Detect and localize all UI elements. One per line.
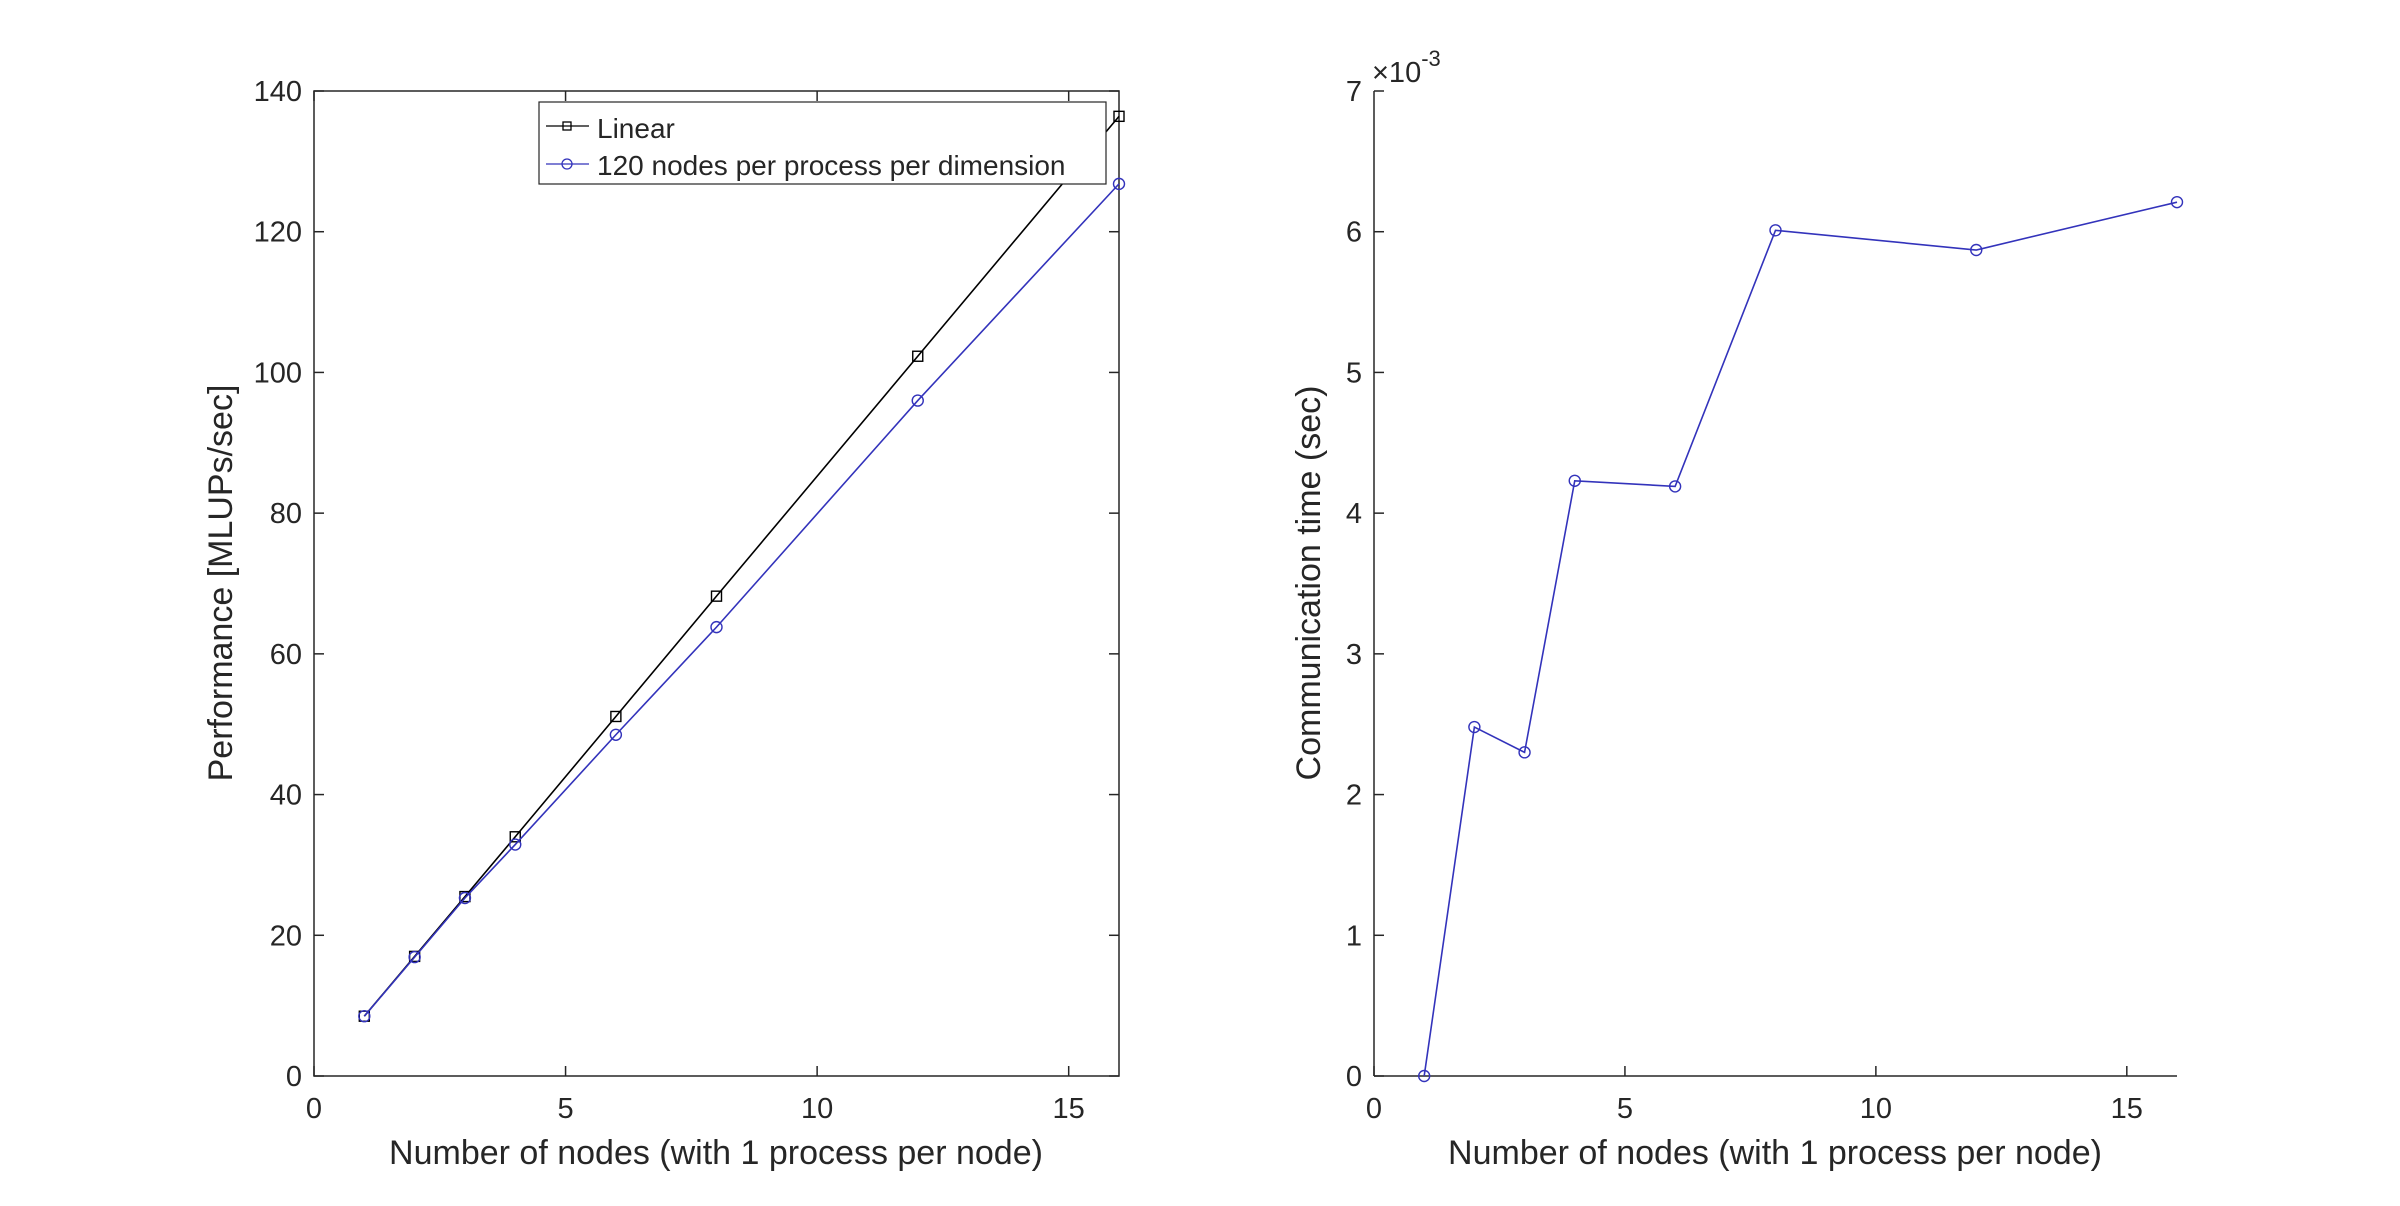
data-point-circle: [1568, 474, 1581, 487]
y-axis-label: Communication time (sec): [1290, 386, 1328, 781]
legend-label-linear: Linear: [597, 113, 675, 144]
data-point-circle: [911, 394, 924, 407]
data-point-circle: [1668, 480, 1682, 493]
tick-group: 0 5 10 15 0 1 2 3 4 5 6 7: [1346, 76, 2143, 1125]
data-point-square: [509, 831, 521, 843]
y-tick-label: 5: [1346, 357, 1362, 389]
series-line-1: [363, 183, 1120, 1017]
data-point-square: [1113, 110, 1125, 123]
legend-marker-linear: [562, 121, 572, 131]
x-tick-label: 0: [306, 1093, 322, 1125]
series-group: [358, 110, 1126, 1023]
data-point-circle: [1769, 224, 1782, 237]
data-point-square: [912, 350, 924, 362]
data-point-circle: [1518, 746, 1531, 759]
data-point-circle: [609, 728, 623, 741]
data-point-square: [610, 710, 622, 723]
legend-label-measured: 120 nodes per process per dimension: [597, 150, 1066, 181]
y-tick-label: 20: [270, 920, 302, 952]
data-point-square: [710, 590, 723, 602]
data-point-circle: [710, 620, 723, 634]
x-tick-label: 15: [2111, 1093, 2143, 1125]
data-point-circle: [1112, 177, 1126, 191]
axes-box: [313, 90, 1120, 1077]
x-tick-label: 0: [1366, 1093, 1382, 1125]
y-tick-label: 1: [1346, 920, 1362, 952]
legend: Linear 120 nodes per process per dimensi…: [538, 101, 1107, 185]
y-tick-label: 120: [254, 217, 302, 249]
y-tick-label: 4: [1346, 498, 1362, 530]
data-point-circle: [1417, 1069, 1431, 1083]
y-tick-label: 40: [270, 780, 302, 812]
x-axis-label: Number of nodes (with 1 process per node…: [1448, 1134, 2102, 1172]
data-point-circle: [1970, 243, 1983, 257]
y-tick-label: 3: [1346, 639, 1362, 671]
y-axis-label: Performance [MLUPs/sec]: [202, 385, 240, 782]
tick-group: 0 5 10 15 0 20 40 60 80 100 120 140: [254, 76, 1119, 1125]
x-tick-label: 15: [1053, 1093, 1085, 1125]
y-tick-label: 2: [1346, 780, 1362, 812]
y-tick-label: 0: [286, 1061, 302, 1093]
x-axis-label: Number of nodes (with 1 process per node…: [389, 1134, 1043, 1172]
series-line-0: [1423, 201, 2178, 1077]
y-tick-label: 6: [1346, 217, 1362, 249]
y-tick-label: 80: [270, 498, 302, 530]
communication-time-chart: 0 5 10 15 0 1 2 3 4 5 6 7 Number of nodes (with 1 p…: [1290, 46, 2184, 1172]
data-point-circle: [408, 950, 421, 964]
data-point-circle: [358, 1009, 371, 1023]
y-tick-label: 7: [1346, 76, 1362, 108]
exponent-base: ×10: [1372, 57, 1421, 89]
performance-chart: 0 5 10 15 0 20 40 60 80 100 120 140 Number of nodes…: [202, 76, 1126, 1172]
x-tick-label: 5: [1617, 1093, 1633, 1125]
y-tick-label: 0: [1346, 1061, 1362, 1093]
data-point-circle: [509, 838, 522, 851]
x-tick-label: 5: [557, 1093, 573, 1125]
legend-marker-measured: [561, 158, 573, 170]
x-tick-label: 10: [1860, 1093, 1892, 1125]
data-point-circle: [2170, 195, 2184, 209]
y-tick-label: 100: [254, 357, 302, 389]
legend-box: [538, 101, 1107, 185]
exponent-power: -3: [1421, 46, 1441, 71]
data-point-circle: [458, 891, 472, 905]
x-tick-label: 10: [801, 1093, 833, 1125]
y-tick-label: 140: [254, 76, 302, 108]
y-axis-exponent: ×10-3: [1372, 46, 1441, 89]
y-tick-label: 60: [270, 639, 302, 671]
series-group: [1417, 195, 2184, 1083]
data-point-circle: [1468, 720, 1481, 734]
